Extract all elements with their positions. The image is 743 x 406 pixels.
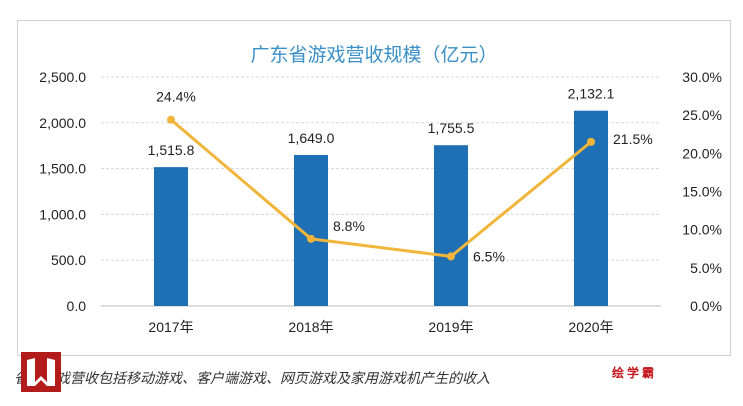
combo-chart: 广东省游戏营收规模（亿元） 0.0 500.0 1,000.0 1,500.0 2,000…	[39, 44, 722, 335]
line-point	[167, 115, 175, 124]
line-point	[307, 234, 315, 243]
bar-data-label: 2,132.1	[568, 86, 615, 102]
footnote: 省内游戏营收包括移动游戏、客户端游戏、网页游戏及家用游戏机产生的收入	[14, 370, 490, 386]
bar	[434, 145, 468, 306]
y2-tick-label: 20.0%	[682, 145, 722, 161]
y2-tick-label: 30.0%	[682, 69, 722, 85]
line-point	[447, 252, 455, 261]
bar	[154, 167, 188, 306]
bar-data-label: 1,755.5	[428, 120, 475, 136]
line-point	[587, 137, 595, 146]
y-tick-label: 1,000.0	[39, 206, 86, 222]
line-data-label: 24.4%	[156, 89, 196, 105]
y-tick-label: 1,500.0	[39, 161, 86, 177]
y-tick-label: 2,500.0	[39, 69, 86, 85]
x-tick-label: 2017年	[148, 319, 193, 335]
x-tick-label: 2018年	[288, 319, 333, 335]
y-tick-label: 0.0	[67, 298, 87, 314]
growth-line	[170, 118, 592, 258]
x-tick-label: 2019年	[428, 319, 473, 335]
brand-watermark: 绘学霸	[612, 366, 658, 380]
logo-icon	[21, 352, 61, 392]
line-data-label: 8.8%	[333, 218, 365, 234]
y-tick-label: 2,000.0	[39, 115, 86, 131]
line-data-label: 6.5%	[473, 248, 505, 264]
chart-frame: 广东省游戏营收规模（亿元） 0.0 500.0 1,000.0 1,500.0 2,000…	[17, 20, 731, 356]
y2-tick-label: 0.0%	[690, 298, 722, 314]
y2-tick-label: 15.0%	[682, 184, 722, 200]
x-tick-label: 2020年	[568, 319, 613, 335]
bar-data-label: 1,649.0	[288, 130, 335, 146]
y2-tick-label: 25.0%	[682, 107, 722, 123]
bar-data-label: 1,515.8	[148, 142, 195, 158]
y2-tick-label: 5.0%	[690, 260, 722, 276]
y-tick-label: 500.0	[51, 252, 86, 268]
y2-tick-label: 10.0%	[682, 222, 722, 238]
line-data-label: 21.5%	[613, 131, 653, 147]
chart-title: 广东省游戏营收规模（亿元）	[250, 44, 497, 66]
